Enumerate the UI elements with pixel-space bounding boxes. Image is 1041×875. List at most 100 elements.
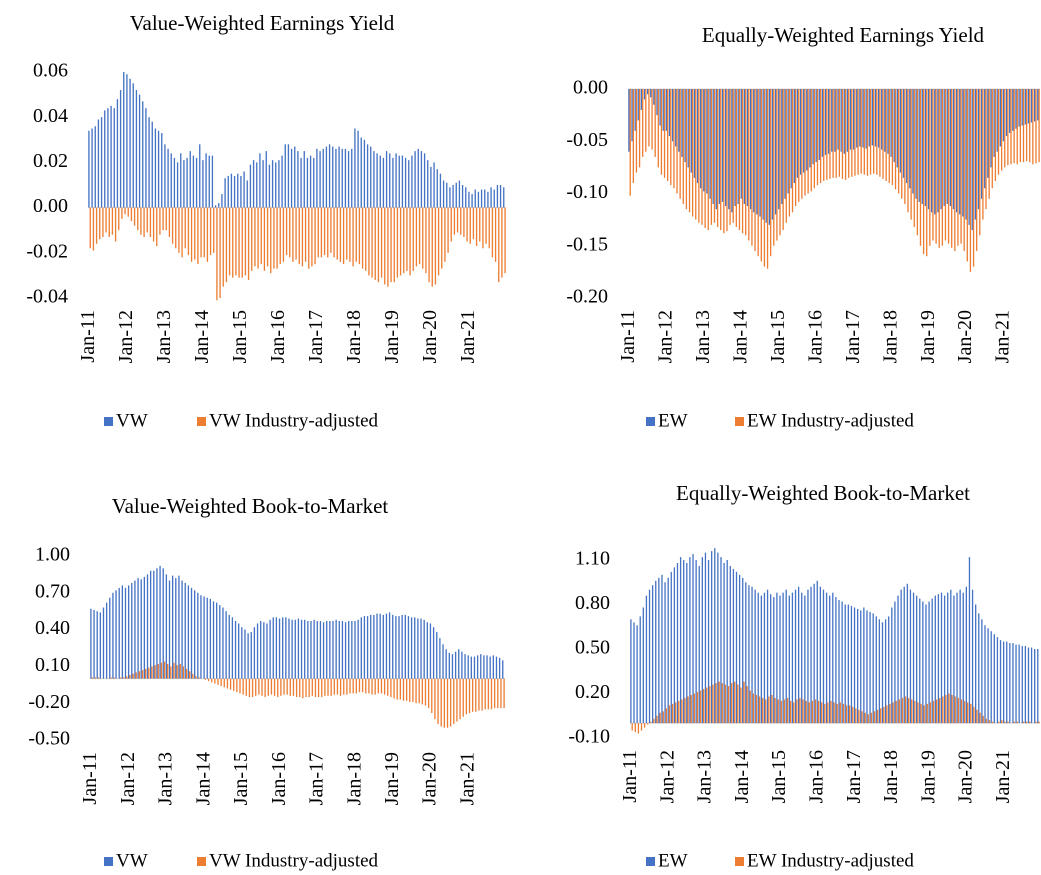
bar <box>278 618 281 679</box>
y-tick-label: 0.00 <box>33 195 68 217</box>
bar <box>495 656 498 679</box>
bar <box>709 686 711 724</box>
bar <box>118 207 120 231</box>
bar <box>781 89 783 204</box>
bar <box>132 83 134 208</box>
bar <box>105 207 107 233</box>
bar <box>148 117 150 208</box>
bar <box>202 160 204 208</box>
bar <box>138 94 141 208</box>
bar <box>848 705 851 724</box>
bar <box>383 678 386 695</box>
x-tick-label: Jan-15 <box>767 310 789 363</box>
bar <box>759 89 761 217</box>
bar <box>712 684 714 724</box>
bar <box>882 89 884 179</box>
bar <box>916 89 919 236</box>
bar <box>405 678 408 701</box>
bar <box>667 577 669 724</box>
x-tick-label: Jan-20 <box>954 310 976 363</box>
bar <box>273 207 275 269</box>
bar <box>110 105 112 208</box>
bar <box>390 678 392 698</box>
bar <box>720 557 722 724</box>
bar <box>835 597 837 724</box>
bar <box>704 552 707 724</box>
bar <box>402 678 405 701</box>
bar <box>219 207 221 298</box>
bar <box>99 612 102 679</box>
bar <box>223 678 225 688</box>
bar <box>266 623 268 679</box>
bar <box>751 586 753 724</box>
bar <box>655 580 657 724</box>
bar <box>1012 643 1014 724</box>
bar <box>192 673 194 679</box>
bar <box>966 89 968 262</box>
bar <box>393 678 395 699</box>
bar <box>97 119 100 208</box>
bar <box>91 677 93 679</box>
bar <box>923 705 925 724</box>
bar <box>238 623 240 679</box>
bar <box>805 700 807 724</box>
bar <box>310 621 312 679</box>
bar <box>934 595 936 724</box>
bar <box>965 586 968 724</box>
bar <box>417 618 419 679</box>
bar <box>149 570 152 679</box>
bar <box>304 207 307 262</box>
bar <box>170 153 172 208</box>
bar <box>90 608 92 679</box>
bar <box>181 580 183 679</box>
bar <box>446 678 449 728</box>
bar <box>225 611 227 679</box>
bar <box>631 723 633 731</box>
bar <box>704 89 706 228</box>
bar <box>295 678 298 698</box>
bar <box>289 678 291 696</box>
bar <box>751 89 753 246</box>
bar <box>420 151 423 208</box>
bar <box>695 560 697 724</box>
bar <box>679 89 681 199</box>
x-tick-label: Jan-14 <box>731 750 753 803</box>
bar <box>123 72 125 208</box>
bar <box>963 89 965 251</box>
bar <box>330 207 332 253</box>
bar <box>324 678 326 696</box>
bar <box>348 621 350 679</box>
bar <box>858 709 860 724</box>
bar <box>195 676 197 679</box>
bar <box>904 696 907 724</box>
bar <box>184 582 186 679</box>
bar <box>206 207 209 262</box>
bar <box>950 589 952 724</box>
bar <box>770 89 772 257</box>
bar <box>490 678 493 710</box>
bar <box>778 89 780 210</box>
bar <box>1018 644 1020 724</box>
bar <box>1004 721 1006 724</box>
bar <box>943 89 945 207</box>
x-tick-label: Jan-19 <box>917 310 939 363</box>
bar <box>864 712 866 724</box>
bar <box>959 89 961 215</box>
bar <box>819 586 822 724</box>
bar <box>259 153 261 208</box>
bar <box>179 663 181 679</box>
bar <box>138 671 141 679</box>
bar <box>148 667 150 679</box>
y-tick-label: 0.40 <box>35 617 70 639</box>
legend-swatch <box>104 857 113 866</box>
bar <box>269 619 271 679</box>
bar <box>979 712 981 724</box>
bar <box>168 580 171 679</box>
bar <box>1027 647 1030 724</box>
x-tick-label: Jan-13 <box>694 750 716 803</box>
bar <box>458 649 460 679</box>
bar <box>929 702 932 724</box>
bar <box>224 178 226 208</box>
bar <box>667 89 669 181</box>
bar <box>762 89 764 220</box>
